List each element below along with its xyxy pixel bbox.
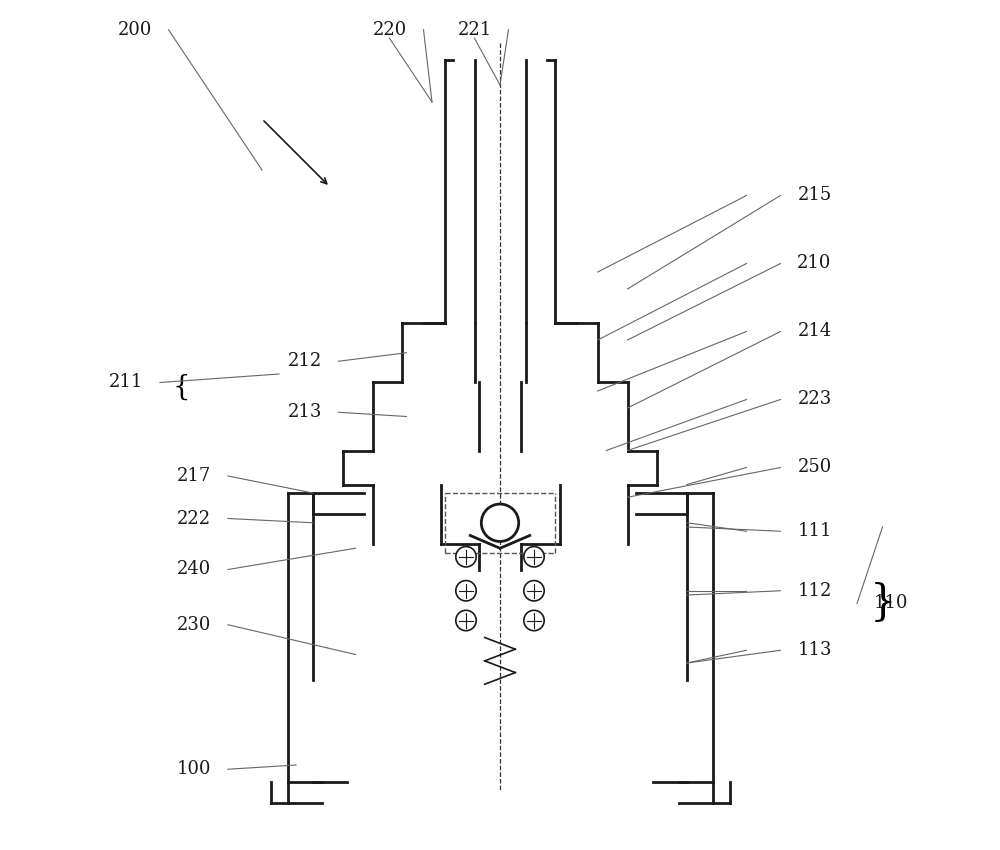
Polygon shape — [526, 60, 555, 323]
Circle shape — [524, 581, 544, 601]
Polygon shape — [687, 493, 712, 782]
Text: 214: 214 — [797, 322, 832, 341]
Text: 223: 223 — [797, 390, 832, 409]
Circle shape — [456, 581, 476, 601]
Polygon shape — [521, 382, 628, 450]
Text: 220: 220 — [372, 20, 407, 39]
Polygon shape — [372, 382, 479, 450]
Polygon shape — [526, 450, 657, 484]
Circle shape — [524, 547, 544, 567]
Circle shape — [524, 610, 544, 631]
Polygon shape — [402, 323, 475, 382]
Text: {: { — [172, 373, 190, 400]
Circle shape — [481, 504, 519, 541]
Text: 113: 113 — [797, 641, 832, 660]
Text: 222: 222 — [177, 509, 211, 528]
Text: 200: 200 — [117, 20, 152, 39]
Polygon shape — [526, 484, 560, 544]
Text: 212: 212 — [287, 352, 322, 371]
Polygon shape — [343, 450, 475, 484]
Text: 230: 230 — [177, 615, 211, 634]
Text: }: } — [870, 582, 896, 625]
Polygon shape — [288, 493, 313, 782]
Polygon shape — [440, 484, 475, 544]
Text: 221: 221 — [457, 20, 492, 39]
Text: 213: 213 — [287, 403, 322, 422]
Polygon shape — [526, 323, 598, 382]
Text: 211: 211 — [109, 373, 143, 392]
Text: 240: 240 — [177, 560, 211, 579]
Polygon shape — [445, 60, 475, 323]
Text: 250: 250 — [797, 458, 832, 477]
Circle shape — [456, 547, 476, 567]
Text: 100: 100 — [177, 760, 211, 779]
Text: 215: 215 — [797, 186, 832, 205]
Circle shape — [456, 610, 476, 631]
Text: 110: 110 — [874, 594, 908, 613]
Text: 217: 217 — [177, 467, 211, 485]
Text: 210: 210 — [797, 254, 832, 273]
Text: 112: 112 — [797, 581, 832, 600]
Text: 111: 111 — [797, 522, 832, 541]
